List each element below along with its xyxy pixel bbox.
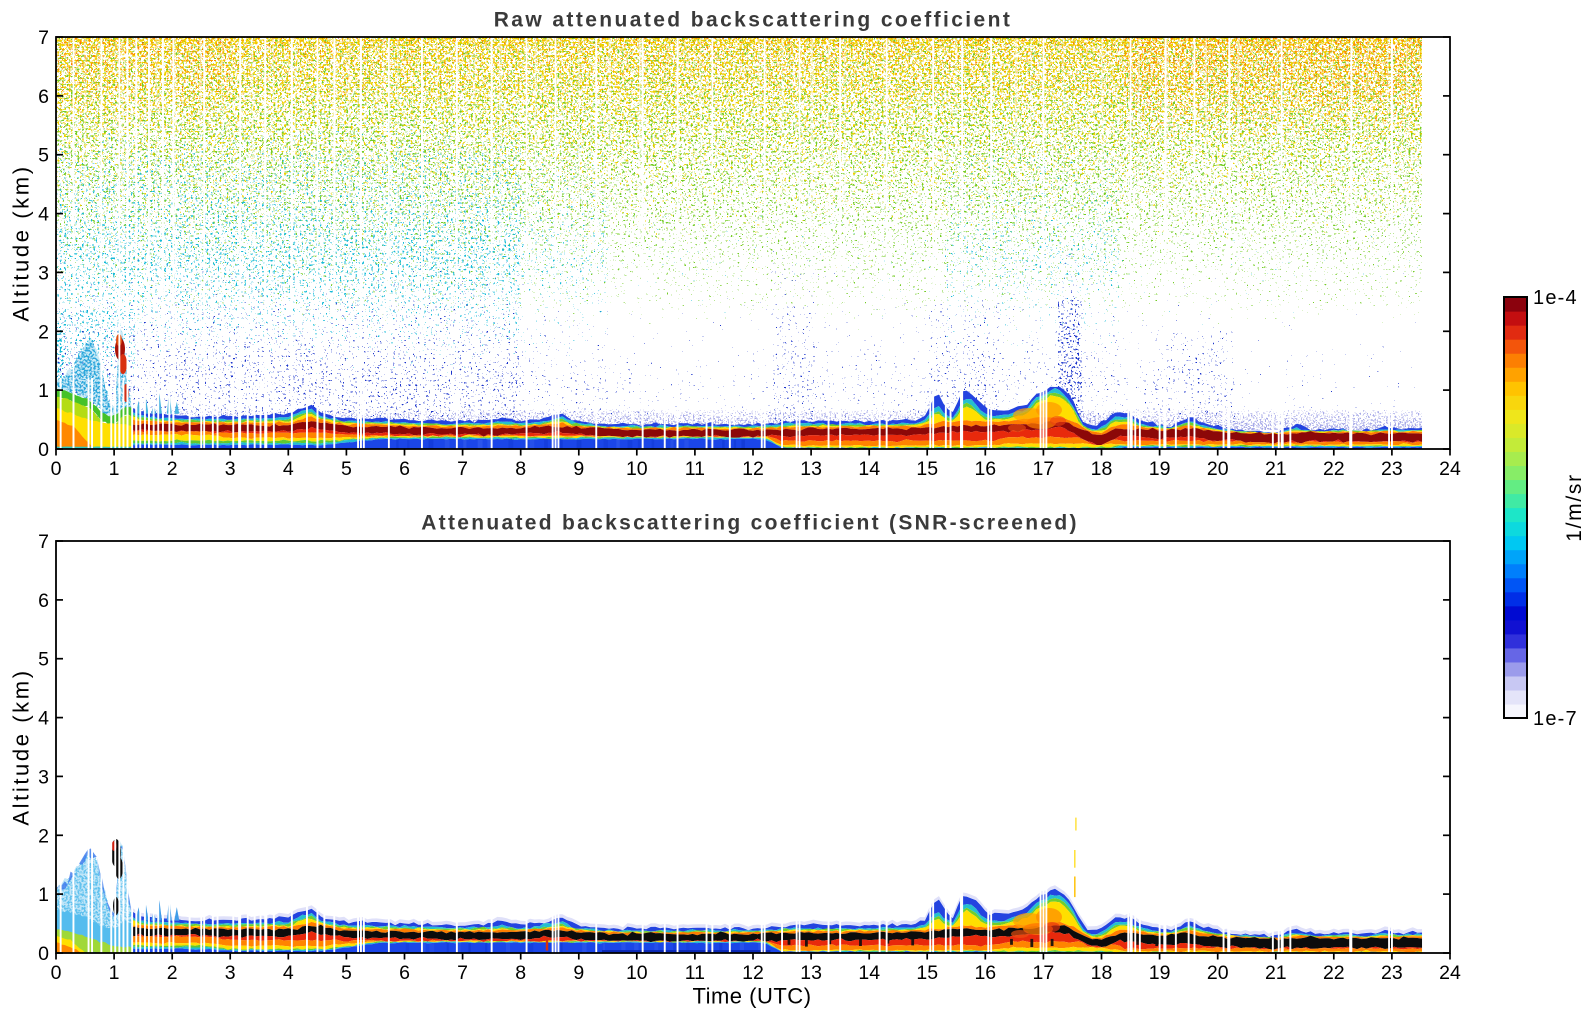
svg-text:11: 11	[685, 962, 705, 984]
svg-text:5: 5	[341, 458, 352, 480]
svg-text:15: 15	[916, 458, 938, 480]
svg-text:0: 0	[51, 458, 62, 480]
svg-text:20: 20	[1207, 962, 1229, 984]
svg-text:6: 6	[399, 458, 410, 480]
svg-text:4: 4	[283, 962, 294, 984]
svg-text:16: 16	[974, 962, 996, 984]
svg-text:21: 21	[1265, 458, 1287, 480]
svg-text:0: 0	[51, 962, 62, 984]
svg-text:1: 1	[109, 962, 120, 984]
svg-text:6: 6	[38, 590, 49, 612]
svg-text:Time (UTC): Time (UTC)	[692, 984, 811, 1009]
svg-text:2: 2	[167, 458, 178, 480]
svg-text:2: 2	[38, 321, 49, 343]
svg-text:15: 15	[916, 962, 938, 984]
svg-text:20: 20	[1207, 458, 1229, 480]
svg-text:10: 10	[626, 962, 648, 984]
svg-text:4: 4	[283, 458, 294, 480]
svg-text:1: 1	[38, 380, 49, 402]
svg-text:2: 2	[38, 825, 49, 847]
svg-text:Altitude (km): Altitude (km)	[9, 668, 34, 825]
svg-text:4: 4	[38, 708, 49, 730]
svg-text:Raw attenuated backscattering: Raw attenuated backscattering coefficien…	[494, 9, 1013, 32]
svg-text:1e-7: 1e-7	[1533, 708, 1578, 730]
svg-text:5: 5	[38, 145, 49, 167]
svg-text:Altitude (km): Altitude (km)	[9, 164, 34, 321]
svg-text:4: 4	[38, 204, 49, 226]
svg-text:6: 6	[38, 86, 49, 108]
svg-text:3: 3	[225, 962, 236, 984]
svg-text:17: 17	[1033, 962, 1055, 984]
svg-text:1e-4: 1e-4	[1533, 287, 1578, 309]
svg-text:23: 23	[1381, 962, 1403, 984]
svg-text:14: 14	[858, 962, 880, 984]
svg-text:3: 3	[225, 458, 236, 480]
svg-text:22: 22	[1323, 962, 1345, 984]
svg-text:7: 7	[457, 458, 468, 480]
svg-text:7: 7	[38, 27, 49, 49]
svg-text:21: 21	[1265, 962, 1287, 984]
svg-text:3: 3	[38, 766, 49, 788]
svg-text:11: 11	[685, 458, 705, 480]
svg-text:19: 19	[1149, 962, 1171, 984]
svg-text:10: 10	[626, 458, 648, 480]
svg-text:3: 3	[38, 262, 49, 284]
svg-text:1/m/sr: 1/m/sr	[1563, 473, 1586, 542]
svg-text:6: 6	[399, 962, 410, 984]
svg-text:13: 13	[800, 962, 822, 984]
svg-text:23: 23	[1381, 458, 1403, 480]
svg-text:22: 22	[1323, 458, 1345, 480]
svg-text:Attenuated backscattering coef: Attenuated backscattering coefficient (S…	[421, 512, 1079, 535]
svg-text:19: 19	[1149, 458, 1171, 480]
svg-text:24: 24	[1439, 458, 1461, 480]
svg-text:16: 16	[974, 458, 996, 480]
svg-text:7: 7	[457, 962, 468, 984]
svg-text:5: 5	[341, 962, 352, 984]
svg-text:12: 12	[742, 962, 764, 984]
svg-text:0: 0	[38, 943, 49, 965]
svg-text:8: 8	[515, 962, 526, 984]
svg-text:1: 1	[38, 884, 49, 906]
svg-text:8: 8	[515, 458, 526, 480]
svg-text:13: 13	[800, 458, 822, 480]
svg-text:18: 18	[1091, 962, 1113, 984]
svg-text:0: 0	[38, 439, 49, 461]
svg-text:18: 18	[1091, 458, 1113, 480]
svg-text:14: 14	[858, 458, 880, 480]
svg-text:1: 1	[109, 458, 120, 480]
svg-text:2: 2	[167, 962, 178, 984]
svg-text:9: 9	[573, 962, 584, 984]
svg-text:12: 12	[742, 458, 764, 480]
svg-text:9: 9	[573, 458, 584, 480]
svg-text:17: 17	[1033, 458, 1055, 480]
svg-text:7: 7	[38, 531, 49, 553]
svg-text:5: 5	[38, 649, 49, 671]
svg-text:24: 24	[1439, 962, 1461, 984]
